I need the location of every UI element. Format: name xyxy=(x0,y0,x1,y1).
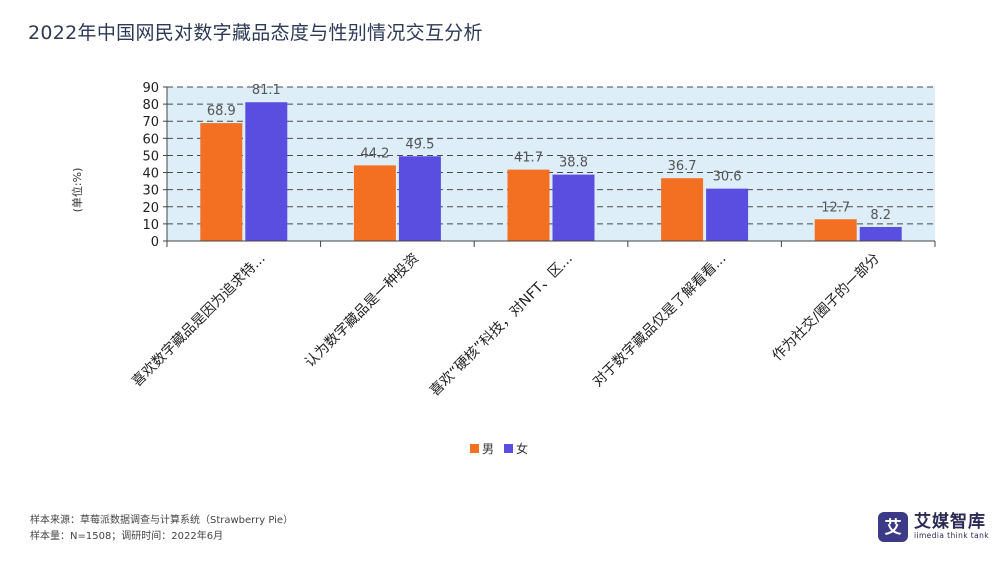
y-tick-label: 60 xyxy=(142,132,159,147)
bar-male-2 xyxy=(507,169,550,241)
legend-label-female: 女 xyxy=(516,442,529,456)
logo-mark-icon: 艾 xyxy=(878,512,908,542)
legend-item-male: 男 xyxy=(470,440,494,457)
bar-female-3 xyxy=(706,188,749,241)
bar-male-3 xyxy=(661,178,704,241)
data-label: 8.2 xyxy=(870,208,891,223)
plot-background xyxy=(167,87,935,241)
x-tick-label: 对于数字藏品仅是了解看看... xyxy=(590,251,730,391)
y-tick-label: 10 xyxy=(142,218,159,233)
y-tick-label: 90 xyxy=(142,81,159,96)
data-label: 30.6 xyxy=(713,170,742,185)
legend-item-female: 女 xyxy=(504,440,528,457)
x-tick-labels: 喜欢数字藏品是因为追求特... 认为数字藏品是一种投资 喜欢“硬核”科技，对NFT、… xyxy=(129,250,883,400)
y-tick-label: 30 xyxy=(142,184,159,199)
data-labels: 68.9 81.1 44.2 49.5 41.7 38.8 36.7 30.6 12.7 8.2 xyxy=(207,83,891,223)
sample-note: 样本量：N=1508；调研时间：2022年6月 xyxy=(30,531,224,542)
page-title: 2022年中国网民对数字藏品态度与性别情况交互分析 xyxy=(28,22,483,44)
data-label: 41.7 xyxy=(514,151,543,166)
brand-logo: 艾 艾媒智库 iimedia think tank xyxy=(878,512,989,542)
logo-name-en: iimedia think tank xyxy=(914,530,990,540)
data-label: 36.7 xyxy=(668,159,697,174)
data-label: 81.1 xyxy=(252,83,281,98)
data-label: 49.5 xyxy=(405,137,434,152)
bar-female-2 xyxy=(552,174,595,241)
data-label: 12.7 xyxy=(821,200,850,215)
gridlines xyxy=(167,86,935,225)
y-tick-label: 40 xyxy=(142,167,159,182)
bar-female-4 xyxy=(859,226,902,241)
axes xyxy=(163,86,936,247)
data-label: 44.2 xyxy=(360,146,389,161)
y-tick-label: 20 xyxy=(142,201,159,216)
x-tick-label: 喜欢“硬核”科技，对NFT、区... xyxy=(427,251,576,400)
data-label: 38.8 xyxy=(559,156,588,171)
legend: 男 女 xyxy=(470,440,534,457)
bar-male-0 xyxy=(200,123,243,241)
y-axis-label-box: (单位:%) xyxy=(62,150,92,230)
footer-notes: 样本来源：草莓派数据调查与计算系统（Strawberry Pie） 样本量：N=… xyxy=(30,513,293,545)
bar-female-0 xyxy=(245,102,288,242)
x-tick-label: 喜欢数字藏品是因为追求特... xyxy=(129,251,269,391)
legend-label-male: 男 xyxy=(482,442,495,456)
x-tick-label: 作为社交/圈子的一部分 xyxy=(769,250,883,364)
bar-male-4 xyxy=(814,219,857,241)
bar-female-1 xyxy=(398,156,441,241)
y-tick-label: 80 xyxy=(142,98,159,113)
logo-name-cn: 艾媒智库 xyxy=(914,512,986,533)
y-tick-labels: 0 10 20 30 40 50 60 70 80 90 xyxy=(142,81,159,250)
y-tick-label: 0 xyxy=(151,235,159,250)
y-tick-label: 50 xyxy=(142,149,159,164)
x-tick-label: 认为数字藏品是一种投资 xyxy=(302,251,422,371)
bars-group xyxy=(200,102,902,242)
logo-text: 艾媒智库 iimedia think tank xyxy=(914,512,990,540)
y-tick-label: 70 xyxy=(142,115,159,130)
legend-swatch-female xyxy=(504,444,514,453)
logo-glyph: 艾 xyxy=(885,517,902,538)
source-note: 样本来源：草莓派数据调查与计算系统（Strawberry Pie） xyxy=(30,515,294,526)
bar-male-1 xyxy=(353,165,396,241)
legend-swatch-male xyxy=(470,444,479,453)
data-label: 68.9 xyxy=(207,104,236,119)
y-axis-label: (单位:%) xyxy=(71,167,84,213)
